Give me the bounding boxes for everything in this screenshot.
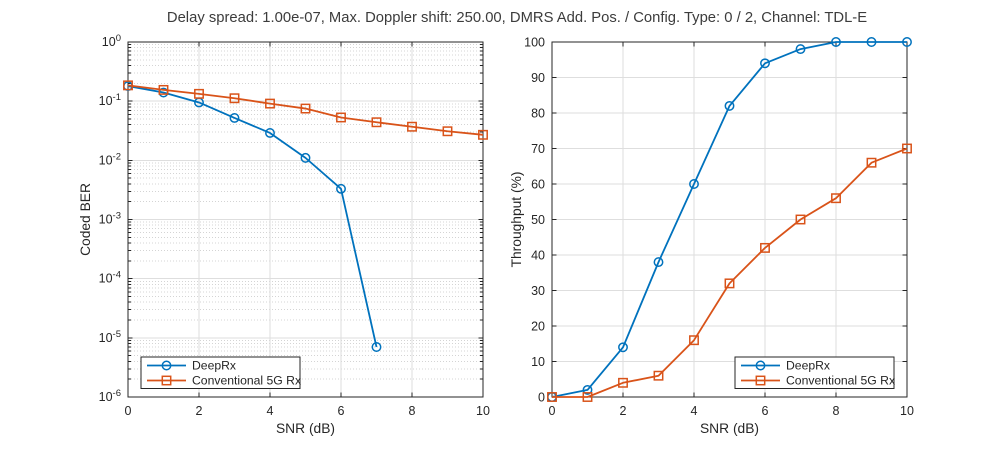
legend-box bbox=[734, 356, 895, 389]
x-tick-label: 0 bbox=[549, 404, 556, 418]
data-point-marker-conventional-5g-rx bbox=[795, 214, 806, 225]
x-tick-label: 8 bbox=[833, 404, 840, 418]
y-tick-label: 100 bbox=[102, 33, 121, 49]
x-tick-label: 10 bbox=[900, 404, 914, 418]
y-tick-label: 10-3 bbox=[99, 211, 121, 227]
x-tick-label: 6 bbox=[338, 404, 345, 418]
data-point-marker-deeprx bbox=[336, 183, 346, 194]
data-point-marker-deeprx bbox=[902, 37, 912, 47]
legend-label-conventional-5g-rx: Conventional 5G Rx bbox=[786, 374, 895, 388]
data-point-marker-conventional-5g-rx bbox=[407, 121, 417, 132]
x-tick-label: 10 bbox=[476, 404, 490, 418]
data-point-marker-deeprx bbox=[760, 58, 770, 69]
y-tick-label: 30 bbox=[531, 284, 545, 298]
x-tick-label: 6 bbox=[762, 404, 769, 418]
x-tick-label: 4 bbox=[691, 404, 698, 418]
y-tick-label: 40 bbox=[531, 249, 545, 263]
data-point-marker-conventional-5g-rx bbox=[653, 370, 664, 381]
y-tick-label: 10-5 bbox=[99, 329, 121, 345]
data-point-marker-deeprx bbox=[582, 384, 593, 395]
legend-label-conventional-5g-rx: Conventional 5G Rx bbox=[192, 374, 301, 388]
data-point-marker-conventional-5g-rx bbox=[618, 377, 628, 388]
legend-box bbox=[140, 356, 301, 389]
data-point-marker-deeprx bbox=[300, 152, 311, 163]
data-point-marker-conventional-5g-rx bbox=[689, 335, 699, 346]
data-point-marker-conventional-5g-rx bbox=[194, 88, 204, 99]
series-line-deeprx bbox=[551, 41, 907, 398]
x-tick-label: 0 bbox=[125, 404, 132, 418]
x-axis-label: SNR (dB) bbox=[700, 421, 759, 436]
data-point-marker-conventional-5g-rx bbox=[866, 157, 877, 168]
coded-ber-chart: 0 2 4 6 8 10 100 10-1 10-2 10-3 10-4 10-5 10-6 SNR (d… bbox=[78, 33, 490, 436]
data-point-marker-deeprx bbox=[229, 113, 240, 123]
data-point-marker-conventional-5g-rx bbox=[229, 93, 240, 104]
data-point-marker-conventional-5g-rx bbox=[300, 103, 311, 114]
figure-title: Delay spread: 1.00e-07, Max. Doppler shi… bbox=[166, 10, 868, 26]
data-point-marker-deeprx bbox=[618, 342, 628, 353]
data-point-marker-conventional-5g-rx bbox=[760, 242, 770, 253]
y-tick-label: 60 bbox=[531, 178, 545, 192]
x-axis-label: SNR (dB) bbox=[276, 421, 335, 436]
y-axis-label: Coded BER bbox=[78, 183, 93, 256]
legend-label-deeprx: DeepRx bbox=[786, 359, 830, 373]
y-tick-label: 20 bbox=[531, 320, 545, 334]
y-tick-label: 0 bbox=[538, 391, 545, 405]
data-point-marker-deeprx bbox=[265, 128, 275, 138]
series-line-deeprx bbox=[127, 85, 378, 348]
x-tick-label: 2 bbox=[196, 404, 203, 418]
y-tick-label: 10 bbox=[531, 355, 545, 369]
y-tick-label: 100 bbox=[524, 36, 545, 50]
data-point-marker-deeprx bbox=[689, 179, 699, 189]
legend-marker-conventional-5g-rx bbox=[755, 375, 766, 386]
y-tick-label: 50 bbox=[531, 213, 545, 227]
y-tick-label: 10-1 bbox=[99, 92, 121, 108]
legend-marker-deeprx bbox=[161, 360, 172, 371]
data-point-marker-deeprx bbox=[371, 342, 382, 352]
data-point-marker-deeprx bbox=[724, 100, 735, 111]
data-point-marker-conventional-5g-rx bbox=[123, 80, 133, 91]
data-point-marker-conventional-5g-rx bbox=[371, 117, 382, 128]
y-axis-label: Throughput (%) bbox=[509, 172, 524, 268]
data-point-marker-conventional-5g-rx bbox=[265, 98, 275, 109]
y-tick-label: 10-6 bbox=[99, 388, 121, 404]
legend-marker-conventional-5g-rx bbox=[161, 375, 172, 386]
data-point-marker-deeprx bbox=[795, 44, 806, 55]
data-point-marker-conventional-5g-rx bbox=[724, 278, 735, 289]
data-point-marker-deeprx bbox=[653, 257, 664, 268]
y-tick-label: 10-4 bbox=[99, 270, 121, 286]
data-point-marker-conventional-5g-rx bbox=[902, 143, 912, 154]
data-point-marker-conventional-5g-rx bbox=[336, 112, 346, 123]
y-tick-label: 70 bbox=[531, 142, 545, 156]
x-tick-label: 2 bbox=[620, 404, 627, 418]
series-line-conventional-5g-rx bbox=[552, 147, 908, 398]
data-point-marker-conventional-5g-rx bbox=[158, 84, 169, 95]
legend-label-deeprx: DeepRx bbox=[192, 359, 236, 373]
y-tick-label: 80 bbox=[531, 107, 545, 121]
data-point-marker-deeprx bbox=[866, 37, 877, 47]
data-point-marker-conventional-5g-rx bbox=[547, 392, 557, 402]
data-point-marker-conventional-5g-rx bbox=[582, 392, 593, 402]
data-point-marker-conventional-5g-rx bbox=[478, 129, 488, 140]
x-tick-label: 4 bbox=[267, 404, 274, 418]
data-point-marker-conventional-5g-rx bbox=[442, 126, 453, 137]
y-tick-label: 10-2 bbox=[99, 151, 121, 167]
legend-marker-deeprx bbox=[755, 360, 766, 371]
x-tick-label: 8 bbox=[409, 404, 416, 418]
y-tick-label: 90 bbox=[531, 71, 545, 85]
data-point-marker-deeprx bbox=[831, 37, 841, 47]
series-line-conventional-5g-rx bbox=[127, 84, 484, 136]
data-point-marker-conventional-5g-rx bbox=[831, 193, 841, 204]
